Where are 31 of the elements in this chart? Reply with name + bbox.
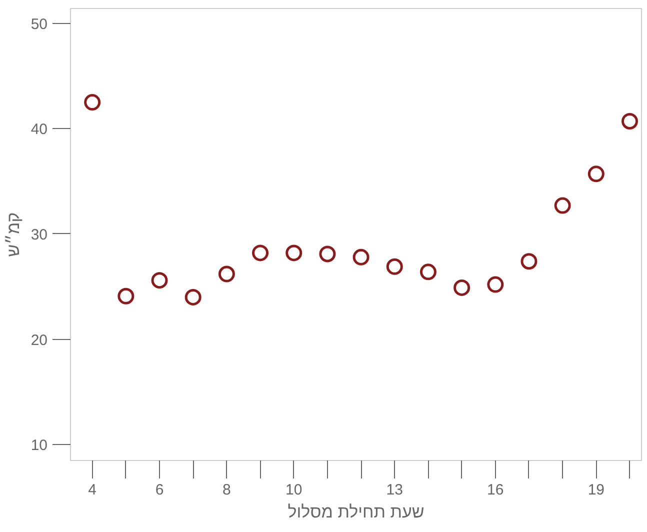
point xyxy=(151,272,168,289)
point xyxy=(252,244,269,262)
x-tick-label: 10 xyxy=(286,482,302,498)
y-axis-title: קמ״ש xyxy=(4,212,23,257)
point xyxy=(554,197,571,214)
y-tick-label: 20 xyxy=(30,332,48,349)
point xyxy=(319,246,336,262)
x-axis-title: שעת תחילת מסלול xyxy=(288,502,424,522)
x-tick-label: 19 xyxy=(588,482,604,498)
point xyxy=(84,94,101,111)
point xyxy=(454,279,470,296)
y-tick-label: 40 xyxy=(30,121,48,138)
point xyxy=(184,288,202,306)
point xyxy=(588,166,604,182)
y-tick-label: 50 xyxy=(30,16,48,33)
point xyxy=(218,266,235,282)
y-tick-label: 30 xyxy=(30,226,48,244)
point xyxy=(621,113,638,130)
point xyxy=(286,244,302,262)
x-tick-label: 6 xyxy=(155,482,164,498)
x-tick-label: 13 xyxy=(386,482,403,498)
x-tick-label: 4 xyxy=(88,482,97,498)
x-tick-label: 16 xyxy=(487,482,504,498)
point xyxy=(352,248,370,266)
point xyxy=(420,264,436,280)
point xyxy=(118,288,134,304)
x-tick-label: 8 xyxy=(222,482,231,498)
point xyxy=(386,258,403,275)
y-tick-label: 10 xyxy=(30,437,48,454)
point xyxy=(487,276,504,293)
point xyxy=(520,253,538,270)
